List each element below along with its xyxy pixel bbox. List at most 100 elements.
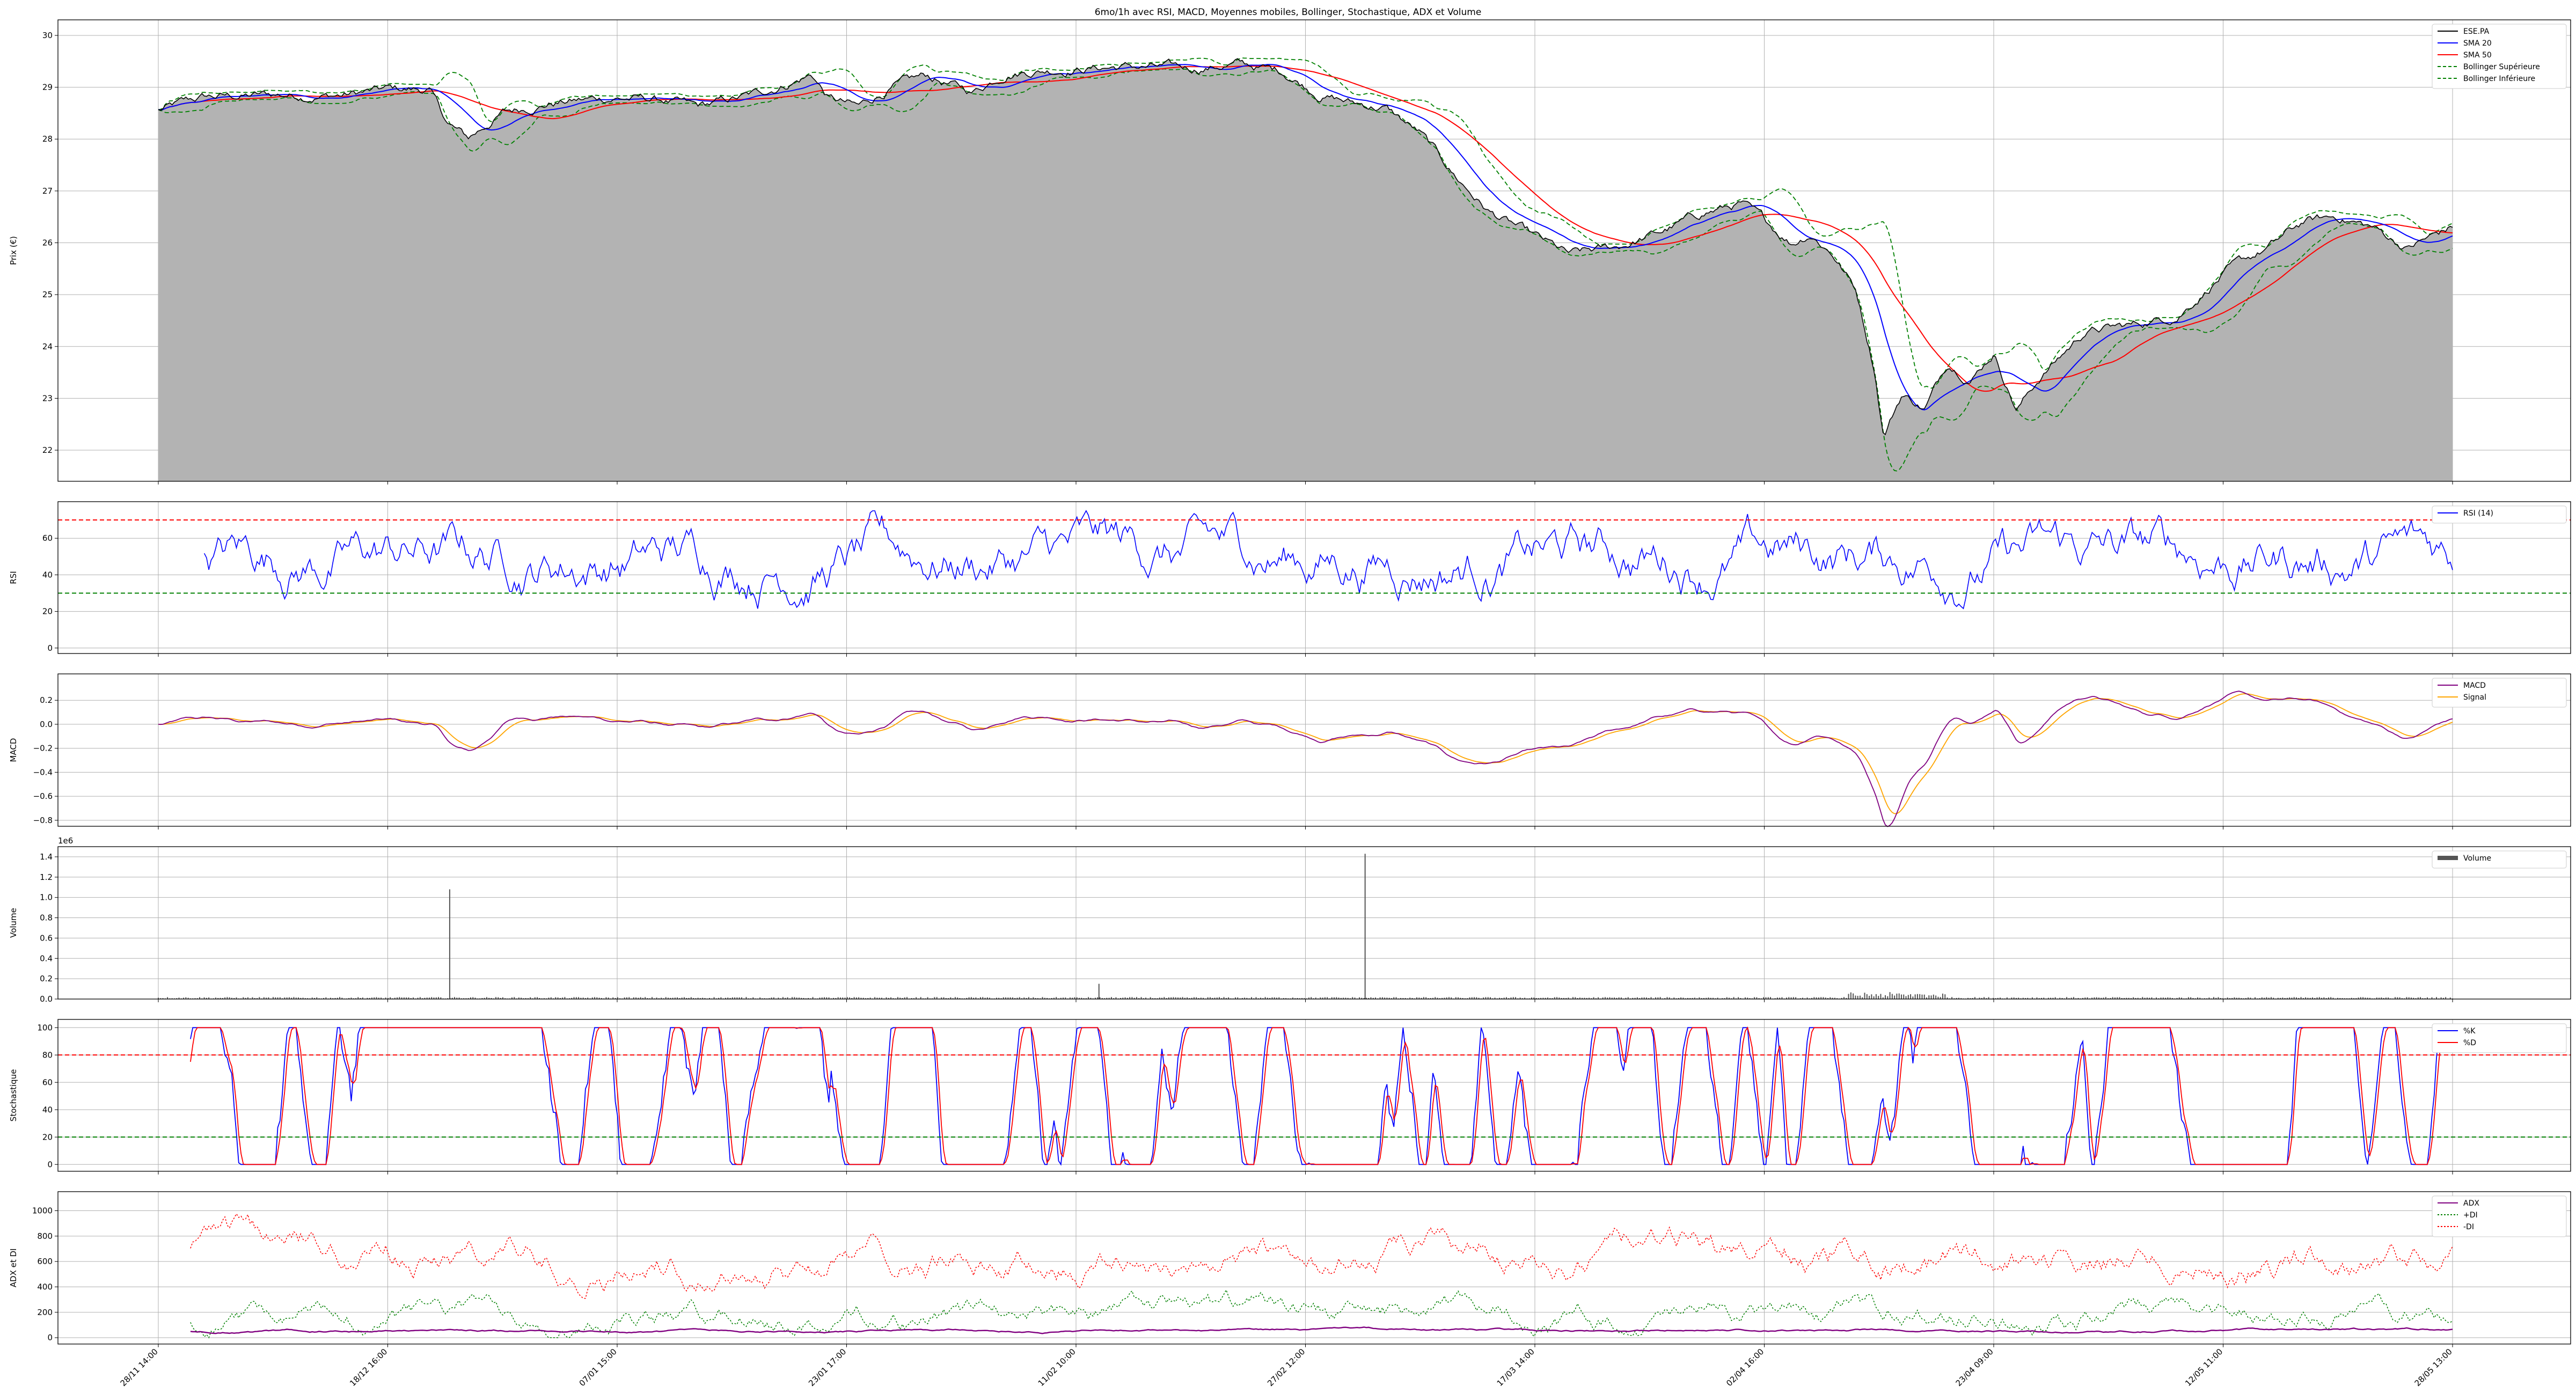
ytick-label: 100	[37, 1023, 53, 1032]
stoch-k-line	[190, 1027, 2453, 1166]
volume-offset-label: 1e6	[58, 836, 73, 846]
panel-volume: 0.0 0.2 0.4 0.6 0.8 1.0 1.2 1.4 Volume 1e6 Volume	[9, 836, 2571, 1004]
sma20-line	[158, 64, 2453, 410]
ytick-label: 600	[37, 1257, 53, 1266]
ytick-label: 20	[42, 1132, 53, 1142]
price-line	[158, 58, 2453, 436]
xtick-label: 23/01 17:00	[807, 1347, 848, 1388]
ytick-label: −0.4	[33, 767, 53, 777]
legend-label: Bollinger Inférieure	[2463, 75, 2535, 83]
legend-label: RSI (14)	[2463, 509, 2493, 518]
ytick-label: −0.6	[33, 791, 53, 801]
ytick-label: 40	[42, 570, 53, 579]
ytick-label: 23	[42, 393, 53, 403]
legend-label: Bollinger Supérieure	[2463, 63, 2540, 71]
panel-adx: 0 200 400 600 800 1000 ADX et DI ADX +DI -DI	[9, 1191, 2571, 1347]
xtick-label: 17/03 14:00	[1495, 1347, 1536, 1388]
legend-label: Volume	[2463, 854, 2491, 863]
legend-box	[2432, 678, 2567, 708]
xtick-label: 12/05 11:00	[2183, 1347, 2224, 1388]
ytick-label: 26	[42, 238, 53, 248]
ytick-label: 28	[42, 134, 53, 144]
panel-macd: −0.8 −0.6 −0.4 −0.2 0.0 0.2 MACD MACD Signal	[9, 673, 2571, 829]
macd-frame	[57, 673, 2571, 827]
sma50-line	[158, 65, 2453, 392]
ytick-label: 25	[42, 290, 53, 299]
legend-box	[2432, 1195, 2567, 1237]
ytick-label: 60	[42, 1077, 53, 1087]
ylabel-rsi: RSI	[9, 571, 18, 584]
legend-label: -DI	[2463, 1223, 2474, 1231]
legend-box	[2432, 24, 2567, 89]
rsi-frame	[57, 501, 2571, 654]
xtick-label: 28/11 14:00	[119, 1347, 160, 1388]
legend-box	[2432, 850, 2567, 869]
ytick-label: 1.0	[40, 893, 53, 902]
ytick-label: 200	[37, 1308, 53, 1317]
ytick-label: 0.0	[40, 719, 53, 729]
adx-line	[190, 1326, 2453, 1334]
ytick-label: 0.0	[40, 994, 53, 1004]
bollinger-upper-line	[158, 57, 2453, 389]
ylabel-volume: Volume	[9, 908, 18, 938]
xtick-label: 11/02 10:00	[1036, 1347, 1078, 1388]
ylabel-macd: MACD	[9, 738, 18, 762]
ytick-label: 40	[42, 1105, 53, 1114]
xtick-label: 02/04 16:00	[1724, 1347, 1766, 1388]
stoch-d-line	[190, 1026, 2453, 1165]
xtick-label: 27/02 12:00	[1265, 1347, 1307, 1388]
panel-price: 22 23 24 25 26 27 28 29 30 Prix (€) ESE.PA SMA 20 SM…	[9, 19, 2571, 484]
xtick-label: 07/01 15:00	[577, 1347, 619, 1388]
ytick-label: 1000	[32, 1206, 53, 1216]
ylabel-stoch: Stochastique	[9, 1069, 18, 1122]
ytick-label: 0.6	[40, 933, 53, 943]
ytick-label: −0.8	[33, 816, 53, 825]
ytick-label: 0	[47, 1333, 53, 1342]
legend-label: %D	[2463, 1039, 2476, 1047]
ytick-label: 20	[42, 607, 53, 616]
macd-line	[158, 691, 2453, 827]
legend-label: SMA 50	[2463, 51, 2492, 60]
ytick-label: 0.4	[40, 953, 53, 963]
panel-stoch: 0 20 40 60 80 100 Stochastique %K %D	[9, 1019, 2571, 1174]
ytick-label: 22	[42, 445, 53, 455]
price-frame	[57, 19, 2571, 482]
xtick-label: 23/04 09:00	[1954, 1347, 1995, 1388]
legend-label: %K	[2463, 1027, 2476, 1036]
ylabel-price: Prix (€)	[9, 236, 18, 265]
ytick-label: 27	[42, 186, 53, 196]
bollinger-lower-line	[158, 68, 2453, 472]
panel-rsi: 0 20 40 60 RSI RSI (14)	[9, 501, 2571, 657]
minus-di-line	[190, 1213, 2453, 1299]
ytick-label: 0.2	[40, 974, 53, 983]
signal-line	[158, 693, 2453, 814]
legend-box	[2432, 1023, 2567, 1053]
ytick-label: 24	[42, 342, 53, 351]
ytick-label: 0.8	[40, 913, 53, 923]
legend-label: MACD	[2463, 681, 2486, 690]
price-area	[158, 58, 2453, 482]
stoch-frame	[57, 1019, 2571, 1172]
rsi-line	[203, 510, 2453, 610]
legend-label: +DI	[2463, 1211, 2478, 1220]
ylabel-adx: ADX et DI	[9, 1249, 18, 1288]
ytick-label: 1.2	[40, 872, 53, 882]
legend-label: ESE.PA	[2463, 27, 2490, 36]
xtick-label: 18/12 16:00	[348, 1347, 389, 1388]
ytick-label: 0	[47, 643, 53, 653]
ytick-label: 80	[42, 1050, 53, 1060]
ytick-label: 29	[42, 83, 53, 92]
legend-label: SMA 20	[2463, 39, 2492, 48]
legend-label: Signal	[2463, 693, 2486, 702]
ytick-label: 30	[42, 31, 53, 40]
adx-frame	[57, 1191, 2571, 1345]
volume-frame	[57, 846, 2571, 1000]
ytick-label: 400	[37, 1282, 53, 1292]
ytick-label: 800	[37, 1231, 53, 1241]
ytick-label: 1.4	[40, 852, 53, 862]
xtick-label: 28/05 13:00	[2413, 1347, 2454, 1388]
legend-label: ADX	[2463, 1199, 2479, 1208]
ytick-label: 0.2	[40, 695, 53, 705]
ytick-label: 0	[47, 1159, 53, 1169]
